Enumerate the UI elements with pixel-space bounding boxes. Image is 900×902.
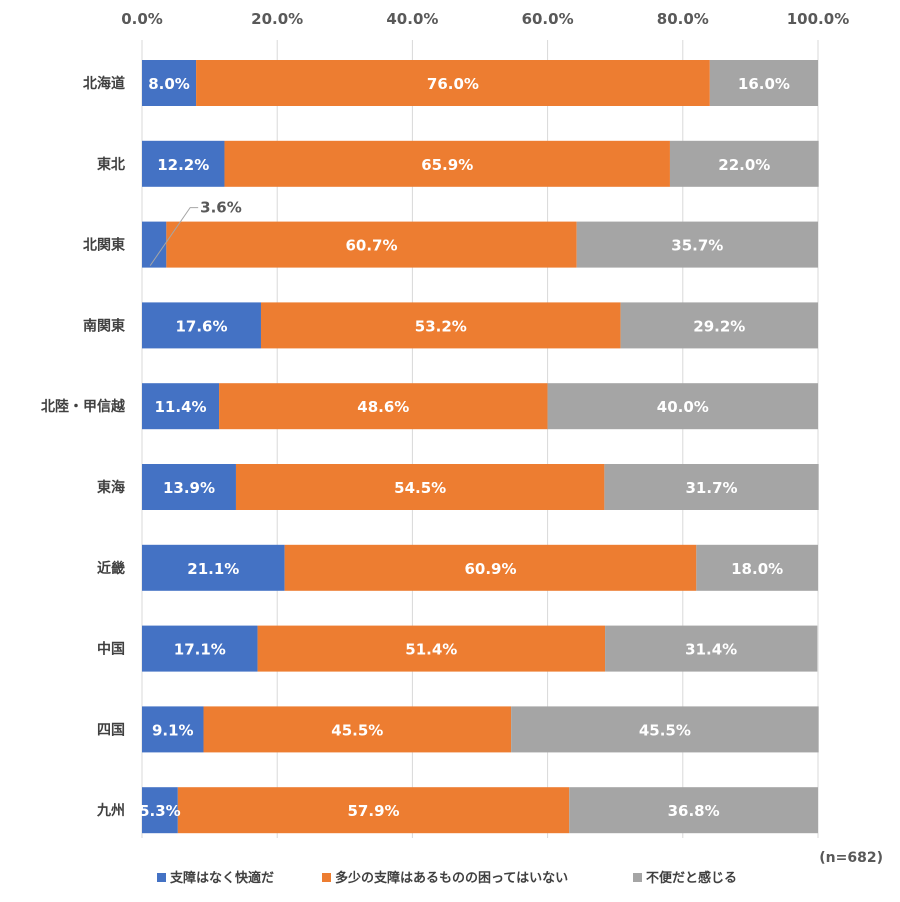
bar-segment [284,544,697,591]
bar-segment [235,464,605,510]
bar-segment [142,60,197,106]
bar-segment [605,625,818,672]
x-tick-label: 40.0% [386,10,438,28]
data-label: 12.2% [157,156,209,174]
data-label: 17.1% [174,641,226,659]
data-label: 76.0% [427,75,479,93]
legend-label: 支障はなく快適だ [169,870,274,886]
x-tick-label: 0.0% [121,10,163,28]
bar-segment [696,544,818,591]
x-tick-label: 20.0% [251,10,303,28]
bar-segment [196,60,710,106]
bar-segment [142,625,258,672]
bar-segment [576,221,818,268]
data-labels: 8.0% 76.0% 16.0% 12.2% 65.9% 22.0% 3.6% 60.7% 35… [139,75,790,820]
bar-segment [569,787,818,834]
bar-segment [166,221,577,268]
data-label: 22.0% [718,156,770,174]
bar-segment [142,787,178,834]
bar-segment [177,787,570,834]
x-tick-label: 100.0% [787,10,849,28]
bar-segment [203,706,512,753]
bar-segment [142,544,285,591]
data-label: 21.1% [187,560,239,578]
data-label: 13.9% [163,479,215,497]
category-label: 近畿 [97,560,125,577]
bar-segment [547,383,818,430]
data-label: 60.9% [464,560,516,578]
bar-segment [142,302,261,349]
data-label: 31.4% [685,641,737,659]
x-tick-label: 80.0% [657,10,709,28]
bar-segment [142,383,220,430]
legend: 支障はなく快適だ 多少の支障はあるものの困ってはいない 不便だと感じる [157,870,737,886]
category-label: 北関東 [83,237,125,254]
category-label: 東海 [97,479,125,496]
data-label: 35.7% [671,237,723,255]
legend-swatch [157,873,166,882]
x-axis-ticks: 0.0% 20.0% 40.0% 60.0% 80.0% 100.0% [121,10,849,28]
legend-label: 多少の支障はあるものの困ってはいない [335,870,568,886]
data-label: 17.6% [175,317,227,335]
data-label: 53.2% [415,317,467,335]
data-label: 8.0% [148,75,190,93]
sample-size-note: (n=682) [819,850,883,866]
bar-segment [224,140,670,187]
category-label: 北海道 [83,75,125,92]
data-label: 31.7% [686,479,738,497]
bar-segment [620,302,818,349]
data-label: 40.0% [657,398,709,416]
data-label: 3.6% [200,199,242,217]
bars-group [142,60,819,834]
bar-segment [142,140,225,187]
bar-segment [511,706,819,753]
bar-segment [604,464,819,510]
legend-label: 不便だと感じる [646,870,737,886]
x-tick-label: 60.0% [522,10,574,28]
data-label: 29.2% [693,317,745,335]
category-label: 北陸・甲信越 [41,398,126,415]
data-label: 65.9% [421,156,473,174]
bar-segment [669,140,819,187]
data-label: 60.7% [345,237,397,255]
bar-segment [142,464,236,510]
data-label: 5.3% [139,802,181,820]
bar-segment [709,60,818,106]
category-label: 中国 [97,641,125,658]
category-label: 四国 [97,722,125,738]
data-label: 11.4% [155,398,207,416]
data-label: 16.0% [738,75,790,93]
data-label: 45.5% [639,721,691,739]
data-label: 54.5% [394,479,446,497]
bar-segment [142,221,167,268]
legend-swatch [633,873,642,882]
data-label: 48.6% [357,398,409,416]
legend-swatch [322,873,331,882]
data-label: 18.0% [731,560,783,578]
category-label: 南関東 [83,317,125,334]
category-label: 九州 [96,803,125,819]
bar-segment [219,383,548,430]
data-label: 36.8% [668,802,720,820]
bar-segment [257,625,606,672]
bar-segment [142,706,204,753]
data-label: 9.1% [152,721,194,739]
category-label: 東北 [97,156,125,173]
bar-segment [260,302,621,349]
data-label: 51.4% [405,641,457,659]
data-label: 45.5% [331,721,383,739]
data-label: 57.9% [348,802,400,820]
leader-line [149,207,199,266]
